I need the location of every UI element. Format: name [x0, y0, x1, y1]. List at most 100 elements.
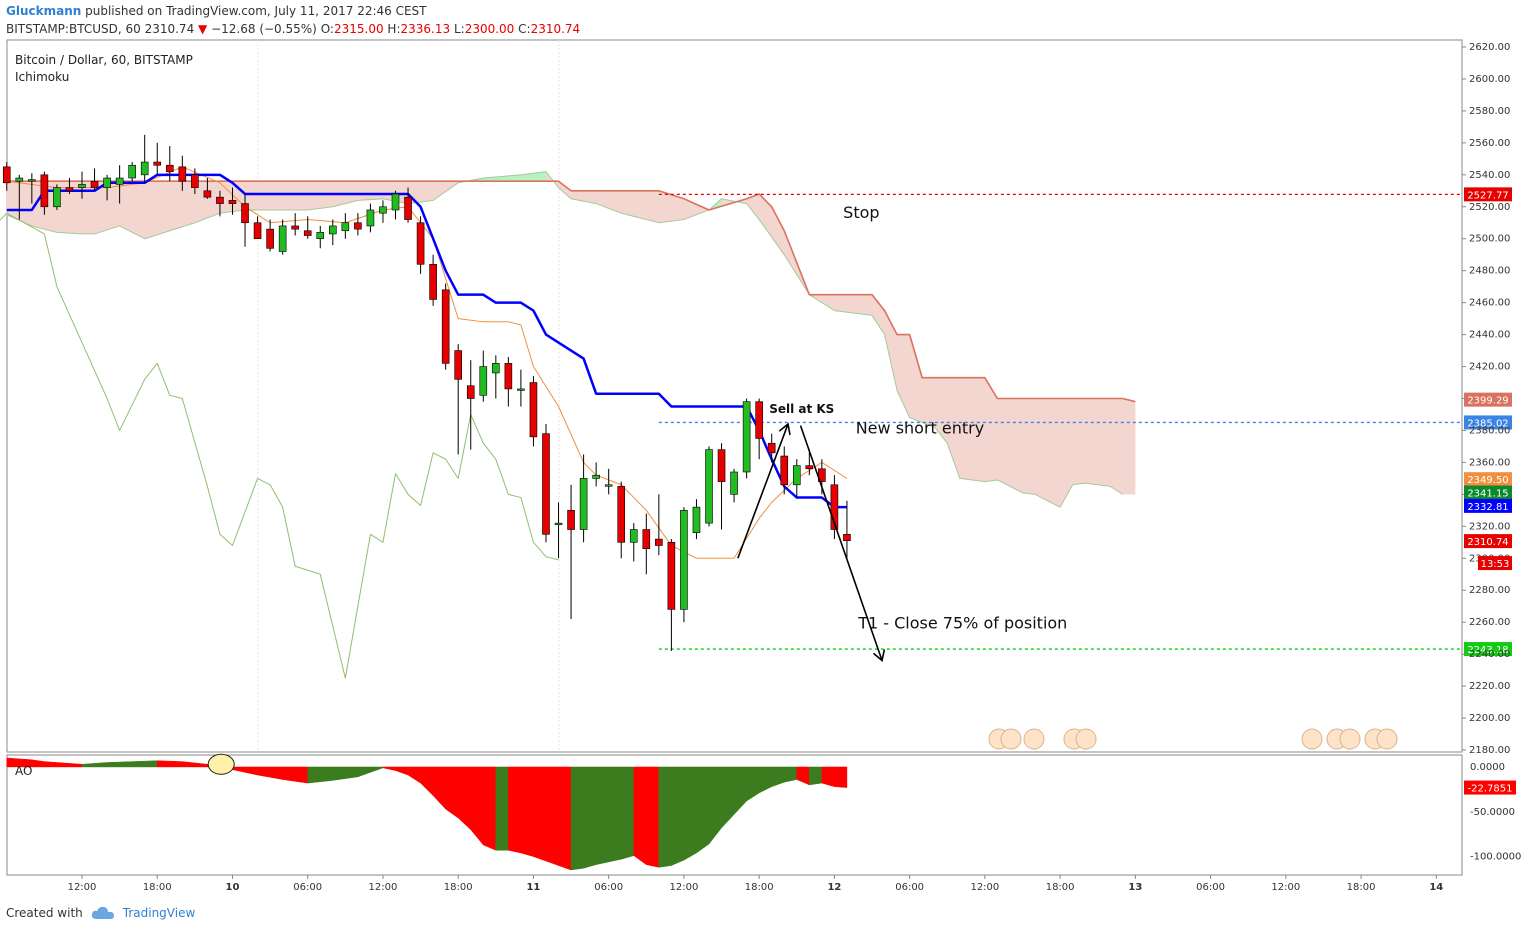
- publish-info: Gluckmann published on TradingView.com, …: [6, 4, 427, 18]
- candle-down: [504, 363, 513, 390]
- candle-up: [128, 164, 136, 179]
- time-axis[interactable]: 12:00 18:00 10 06:00 12:00 18:00 11 06:00 12:00 1…: [68, 875, 1444, 893]
- candle-up: [316, 232, 325, 240]
- candle-up: [479, 366, 488, 396]
- candle-up: [705, 449, 713, 524]
- event-flag-icon[interactable]: [1000, 728, 1022, 750]
- entry-level-label: 2385.02: [1467, 418, 1508, 429]
- candle-up: [15, 177, 24, 182]
- candle-down: [404, 196, 412, 220]
- ao-bar: [106, 761, 133, 768]
- low-label: L:: [453, 22, 465, 36]
- senkou-span-b: [6, 180, 1136, 403]
- kumo-bearish: [721, 193, 1136, 508]
- ao-bar: [445, 766, 459, 819]
- tradingview-link[interactable]: TradingView: [122, 906, 196, 920]
- candle-down: [303, 230, 312, 236]
- x-tick-label: 18:00: [143, 882, 172, 893]
- candle-down: [617, 486, 626, 543]
- ao-bar: [508, 766, 522, 854]
- legend-indicator[interactable]: Ichimoku: [15, 70, 69, 84]
- y-tick-label: 2180.00: [1469, 745, 1510, 756]
- candle-up: [680, 510, 688, 610]
- candle-down: [2, 166, 11, 184]
- y-tick-label: 2600.00: [1469, 74, 1510, 85]
- ao-bar: [608, 766, 622, 863]
- price-tag: [1464, 392, 1512, 407]
- last-price: 2310.74: [144, 22, 195, 36]
- ao-bar: [131, 760, 158, 768]
- candle-down: [567, 510, 575, 530]
- event-flag-icon[interactable]: [1023, 728, 1045, 750]
- candle-up: [604, 484, 613, 487]
- x-tick-label: 06:00: [1196, 882, 1225, 893]
- candle-down: [755, 401, 763, 439]
- ao-label[interactable]: AO: [15, 764, 32, 778]
- y-tick-label: 2280.00: [1469, 585, 1510, 596]
- price-tag: [1464, 485, 1512, 500]
- ao-bar: [809, 766, 823, 786]
- author-name[interactable]: Gluckmann: [6, 4, 82, 18]
- event-flag-icon[interactable]: [1339, 728, 1361, 750]
- published-text: published on TradingView.com, July 11, 2…: [85, 4, 427, 18]
- candle-up: [379, 206, 387, 214]
- ao-bar: [483, 766, 497, 851]
- x-tick-label: 18:00: [745, 882, 774, 893]
- candle-down: [178, 166, 187, 182]
- candle-up: [366, 209, 375, 227]
- candle-up: [140, 161, 149, 176]
- event-flag-icon[interactable]: [1376, 728, 1398, 750]
- annotation-text: Stop: [843, 203, 879, 222]
- price-axis[interactable]: 2527.77 2385.02 2243.18 2180.00 2200.00 2220.…: [1462, 42, 1512, 756]
- ao-bar: [570, 766, 584, 871]
- tradingview-cloud-icon[interactable]: [91, 906, 115, 920]
- candle-up: [629, 529, 638, 543]
- ao-bar: [533, 766, 547, 862]
- candle-down: [40, 174, 49, 208]
- event-icons[interactable]: [988, 728, 1398, 750]
- y-tick-label: 2240.00: [1469, 649, 1510, 660]
- trade-levels: [658, 193, 1462, 650]
- ao-histogram: 0.0000 -50.0000 -100.0000 -22.7851: [6, 753, 1521, 871]
- kijun-sen: [6, 173, 847, 509]
- symbol-name: BITSTAMP:BTCUSD, 60: [6, 22, 141, 36]
- candle-down: [241, 203, 249, 224]
- y-tick-label: 2260.00: [1469, 617, 1510, 628]
- ao-bar: [683, 766, 697, 861]
- senkou-span-a: [6, 171, 1124, 508]
- candles: [2, 134, 851, 651]
- x-tick-label: 18:00: [1347, 882, 1376, 893]
- chikou-span: [0, 212, 559, 679]
- candle-down: [767, 442, 776, 454]
- candle-down: [843, 534, 851, 541]
- ao-bar: [671, 766, 685, 866]
- y-tick-label: 2520.00: [1469, 202, 1510, 213]
- candle-up: [492, 363, 500, 374]
- candle-down: [165, 164, 174, 172]
- footer: Created with TradingView: [6, 906, 195, 920]
- ao-y-tick-label: -100.0000: [1470, 852, 1521, 863]
- x-tick-label: 11: [526, 882, 540, 893]
- ao-bar: [583, 766, 597, 869]
- event-flag-icon[interactable]: [1301, 728, 1323, 750]
- candle-up: [554, 522, 563, 525]
- candle-down: [717, 449, 726, 482]
- x-tick-label: 06:00: [293, 882, 322, 893]
- annotation-text: T1 - Close 75% of position: [857, 614, 1067, 633]
- candle-down: [65, 187, 74, 192]
- price-tag: [1464, 472, 1512, 487]
- candle-up: [730, 471, 738, 495]
- ichimoku-lines: [0, 166, 1136, 679]
- annotations: Stop New short entry Sell at KS T1 - Close …: [737, 203, 1067, 661]
- ao-highlight-ellipse: [207, 753, 235, 775]
- candle-up: [742, 401, 751, 473]
- entry-level-tag: [1464, 415, 1512, 430]
- candle-down: [830, 484, 839, 530]
- x-tick-label: 12:00: [68, 882, 97, 893]
- kumo-bearish: [545, 171, 709, 223]
- ao-bar: [495, 766, 509, 851]
- symbol-info-bar: BITSTAMP:BTCUSD, 60 2310.74 ▼ −12.68 (−0…: [6, 22, 580, 36]
- ao-bar: [834, 766, 848, 788]
- event-flag-icon[interactable]: [1075, 728, 1097, 750]
